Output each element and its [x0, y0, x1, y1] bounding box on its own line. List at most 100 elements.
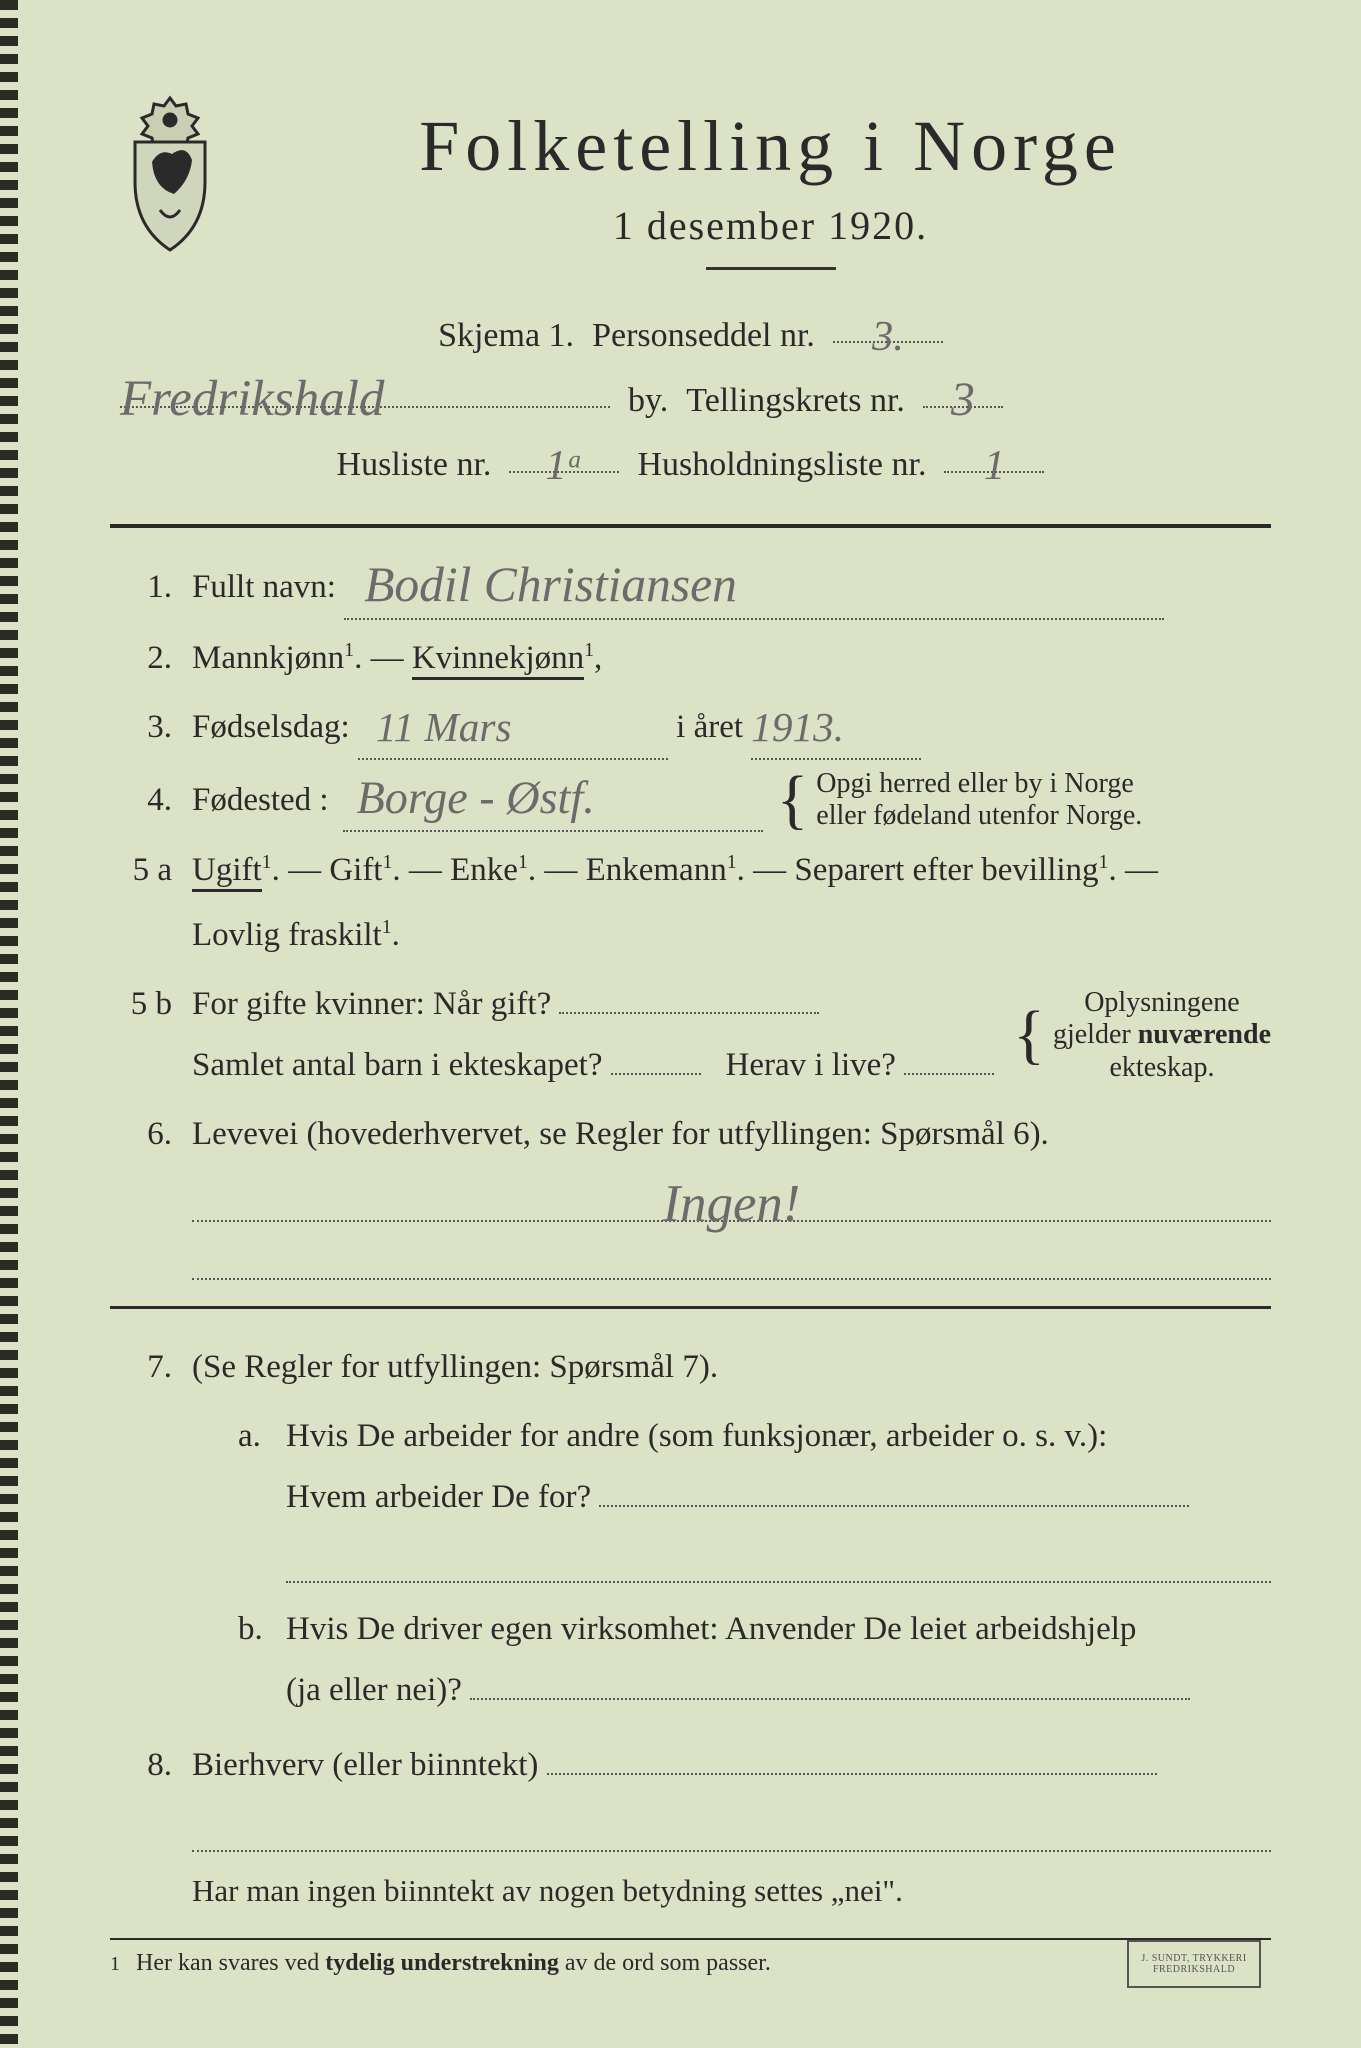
q8-field-2 — [192, 1804, 1271, 1852]
personseddel-label: Personseddel nr. — [592, 304, 815, 369]
q5b-l2a: Samlet antal barn i ekteskapet? — [192, 1047, 603, 1083]
q3-year-label: i året — [676, 709, 743, 745]
q2-mann: Mannkjønn — [192, 640, 344, 676]
husholdning-nr-field: 1 — [944, 433, 1044, 472]
q4-num: 4. — [110, 770, 172, 831]
q7-num: 7. — [110, 1337, 172, 1398]
q5a-opt-3: Enkemann — [586, 852, 727, 888]
q7a-l2: Hvem arbeider De for? — [286, 1479, 591, 1515]
husliste-label: Husliste nr. — [337, 433, 492, 498]
q4: 4. Fødested : Borge - Østf. { Opgi herre… — [110, 768, 1271, 832]
printer-stamp: J. SUNDT, TRYKKERI FREDRIKSHALD — [1127, 1940, 1261, 1988]
q3-label: Fødselsdag: — [192, 709, 350, 745]
form-date: 1 desember 1920. — [270, 202, 1271, 249]
q7a-field — [599, 1505, 1189, 1507]
q5b-l2b: Herav i live? — [726, 1047, 896, 1083]
q8: 8. Bierhverv (eller biinntekt) — [110, 1735, 1271, 1796]
q6-num: 6. — [110, 1104, 172, 1165]
tellingskrets-nr-field: 3 — [923, 369, 1003, 408]
q5a: 5 a Ugift1. — Gift1. — Enke1. — Enkemann… — [110, 840, 1271, 966]
tellingskrets-nr-value: 3 — [951, 377, 975, 425]
title-block: Folketelling i Norge 1 desember 1920. — [270, 90, 1271, 294]
q3-num: 3. — [110, 697, 172, 758]
q7-label: (Se Regler for utfyllingen: Spørsmål 7). — [192, 1349, 718, 1385]
q6-value: Ingen! — [663, 1178, 801, 1231]
personseddel-nr-field: 3. — [833, 304, 943, 343]
q5b-note-bold: nuværende — [1138, 1019, 1271, 1050]
q4-note: { Opgi herred eller by i Norge eller fød… — [777, 768, 1143, 832]
title-rule — [706, 267, 836, 270]
q5a-opt-2: Enke — [450, 852, 518, 888]
by-name-value: Fredrikshald — [120, 374, 384, 425]
tellingskrets-label: Tellingskrets nr. — [686, 369, 905, 434]
q7a-field-2 — [286, 1528, 1271, 1583]
q7a-l1: Hvis De arbeider for andre (som funksjon… — [286, 1406, 1271, 1467]
q2-num: 2. — [110, 628, 172, 689]
q5b-live-field — [904, 1073, 994, 1075]
q6-field: Ingen! — [192, 1174, 1271, 1222]
q8-field — [547, 1773, 1157, 1775]
q3-day-value: 11 Mars — [358, 707, 512, 748]
meta-block: Skjema 1. Personseddel nr. 3. Fredriksha… — [110, 304, 1271, 498]
by-name-field: Fredrikshald — [120, 369, 610, 408]
questions: 1. Fullt navn: Bodil Christiansen 2. Man… — [110, 556, 1271, 1920]
q2-comma: , — [594, 640, 602, 676]
q4-field: Borge - Østf. — [343, 769, 763, 832]
footnote-a: Her kan svares ved — [136, 1950, 325, 1976]
q5b: 5 b For gifte kvinner: Når gift? Samlet … — [110, 974, 1271, 1096]
q3-day-field: 11 Mars — [358, 697, 668, 760]
q6-label: Levevei (hovederhvervet, se Regler for u… — [192, 1116, 1049, 1152]
footnote-c: av de ord som passer. — [559, 1950, 771, 1976]
footnote-num: 1 — [110, 1953, 120, 1976]
footnote: 1 Her kan svares ved tydelig understrekn… — [110, 1950, 1271, 1977]
q7b-l2: (ja eller nei)? — [286, 1672, 462, 1708]
q4-note-l2: eller fødeland utenfor Norge. — [816, 800, 1142, 832]
form-title: Folketelling i Norge — [270, 105, 1271, 188]
q2-dash: — — [371, 640, 412, 676]
brace-icon-2: { — [1013, 1009, 1045, 1062]
header: Folketelling i Norge 1 desember 1920. — [110, 90, 1271, 294]
q1-num: 1. — [110, 557, 172, 618]
q4-value: Borge - Østf. — [343, 775, 595, 821]
tail-note: Har man ingen biinntekt av nogen betydni… — [192, 1862, 1271, 1919]
q5b-num: 5 b — [110, 974, 172, 1035]
personseddel-nr-value: 3. — [872, 316, 904, 359]
husholdning-nr-value: 1 — [984, 445, 1005, 488]
q5a-num: 5 a — [110, 840, 172, 901]
q5b-note: { Oplysningene gjelder nuværende ekteska… — [1013, 987, 1271, 1084]
q1: 1. Fullt navn: Bodil Christiansen — [110, 556, 1271, 620]
husliste-nr-value: 1ᵃ — [545, 445, 583, 488]
census-form-page: Folketelling i Norge 1 desember 1920. Sk… — [0, 0, 1361, 2048]
q1-field: Bodil Christiansen — [344, 556, 1164, 620]
by-label: by. — [628, 369, 668, 434]
sup-1a: 1 — [344, 639, 354, 661]
q6-field-2 — [192, 1232, 1271, 1280]
husliste-nr-field: 1ᵃ — [509, 433, 619, 472]
q7b-letter: b. — [238, 1599, 268, 1721]
q7a-letter: a. — [238, 1406, 268, 1583]
q6: 6. Levevei (hovederhvervet, se Regler fo… — [110, 1104, 1271, 1165]
q3: 3. Fødselsdag: 11 Mars i året 1913. — [110, 697, 1271, 760]
q3-year-field: 1913. — [751, 697, 921, 760]
q5a-opt-1: Gift — [329, 852, 382, 888]
q5b-gift-field — [559, 1012, 819, 1014]
q1-label: Fullt navn: — [192, 569, 336, 605]
q5a-tail: Lovlig fraskilt — [192, 917, 382, 953]
q8-num: 8. — [110, 1735, 172, 1796]
brace-icon: { — [777, 774, 809, 827]
q4-note-l1: Opgi herred eller by i Norge — [816, 768, 1142, 800]
divider-mid — [110, 1306, 1271, 1309]
footnote-b: tydelig understrekning — [325, 1950, 559, 1976]
q5a-opt-4: Separert efter bevilling — [794, 852, 1098, 888]
q1-value: Bodil Christiansen — [344, 560, 737, 610]
q5b-note-l1: Oplysningene — [1053, 987, 1271, 1019]
q7b-l1: Hvis De driver egen virksomhet: Anvender… — [286, 1599, 1271, 1660]
footnote-rule — [110, 1938, 1271, 1940]
q5b-barn-field — [611, 1073, 701, 1075]
q7b: b. Hvis De driver egen virksomhet: Anven… — [238, 1599, 1271, 1721]
q7a: a. Hvis De arbeider for andre (som funks… — [238, 1406, 1271, 1583]
q5b-note-l3: ekteskap. — [1053, 1052, 1271, 1084]
q5a-opt-0: Ugift — [192, 852, 262, 892]
q2: 2. Mannkjønn1. — Kvinnekjønn1, — [110, 628, 1271, 689]
coat-of-arms-icon — [110, 90, 230, 260]
